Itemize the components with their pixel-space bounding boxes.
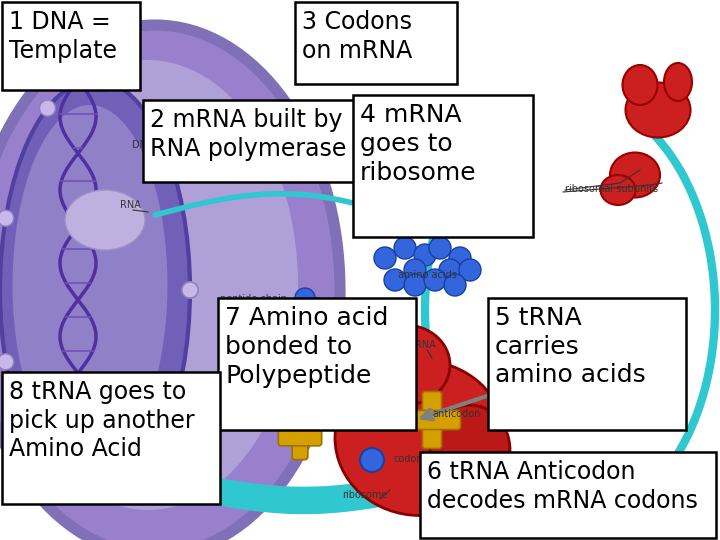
Text: ribosomal subunits: ribosomal subunits [565, 184, 658, 194]
Circle shape [444, 274, 466, 296]
Ellipse shape [0, 80, 190, 500]
Circle shape [424, 269, 446, 291]
FancyBboxPatch shape [423, 392, 441, 449]
Circle shape [345, 408, 365, 428]
Circle shape [414, 244, 436, 266]
Circle shape [325, 328, 345, 348]
Circle shape [0, 210, 14, 226]
Circle shape [358, 436, 378, 456]
Text: 8 tRNA goes to
pick up another
Amino Acid: 8 tRNA goes to pick up another Amino Aci… [9, 380, 194, 462]
Text: RNA: RNA [120, 200, 141, 210]
Text: 4 mRNA
goes to
ribosome: 4 mRNA goes to ribosome [360, 103, 477, 185]
Ellipse shape [623, 65, 657, 105]
Text: 5 tRNA
carries
amino acids: 5 tRNA carries amino acids [495, 306, 646, 388]
Circle shape [40, 100, 55, 116]
Circle shape [449, 247, 471, 269]
Circle shape [330, 345, 350, 365]
Circle shape [160, 147, 176, 163]
Ellipse shape [360, 325, 450, 405]
Ellipse shape [335, 361, 505, 516]
Circle shape [104, 489, 120, 505]
Text: anticodon: anticodon [432, 409, 480, 419]
FancyBboxPatch shape [292, 416, 308, 460]
Circle shape [404, 259, 426, 281]
Circle shape [394, 237, 416, 259]
Bar [143, 100, 361, 182]
Circle shape [0, 354, 14, 370]
Circle shape [429, 237, 451, 259]
Circle shape [318, 312, 338, 332]
Circle shape [374, 247, 396, 269]
Circle shape [182, 282, 198, 298]
Circle shape [360, 448, 384, 472]
Circle shape [404, 274, 426, 296]
Ellipse shape [600, 175, 636, 205]
Bar [353, 95, 533, 237]
Text: 2 mRNA built by
RNA polymerase: 2 mRNA built by RNA polymerase [150, 108, 346, 161]
Circle shape [295, 288, 315, 308]
Ellipse shape [0, 25, 340, 540]
Circle shape [362, 450, 382, 470]
Text: peptide chain: peptide chain [220, 294, 287, 304]
Circle shape [439, 259, 461, 281]
Ellipse shape [0, 60, 298, 510]
Bar [488, 298, 686, 430]
Bar [218, 298, 416, 430]
Text: ribosome: ribosome [342, 490, 387, 500]
Text: 1 DNA =
Template: 1 DNA = Template [9, 10, 117, 63]
Circle shape [332, 362, 352, 382]
Circle shape [160, 417, 176, 433]
Circle shape [104, 75, 120, 91]
Circle shape [384, 269, 406, 291]
Bar [420, 452, 716, 538]
Text: 7 Amino acid
bonded to
Polypeptide: 7 Amino acid bonded to Polypeptide [225, 306, 388, 388]
Circle shape [182, 282, 198, 298]
Ellipse shape [610, 152, 660, 198]
Ellipse shape [664, 63, 692, 101]
Text: DNA: DNA [132, 140, 153, 150]
Bar [295, 2, 457, 84]
Bar [2, 372, 220, 504]
Text: amino acids: amino acids [398, 270, 457, 280]
Circle shape [308, 298, 328, 318]
Text: 3 Codons
on mRNA: 3 Codons on mRNA [302, 10, 413, 63]
Circle shape [350, 422, 370, 442]
Ellipse shape [626, 83, 690, 138]
Ellipse shape [430, 405, 510, 495]
FancyBboxPatch shape [403, 410, 461, 430]
Circle shape [459, 259, 481, 281]
Bar [2, 2, 140, 90]
Circle shape [330, 378, 350, 398]
Text: tRNA: tRNA [412, 340, 437, 350]
Text: codon: codon [393, 454, 423, 464]
Ellipse shape [12, 105, 168, 465]
Text: mRNA: mRNA [336, 170, 366, 180]
FancyBboxPatch shape [279, 430, 322, 446]
Ellipse shape [65, 190, 145, 250]
Circle shape [40, 464, 55, 480]
Circle shape [335, 395, 355, 415]
Text: 6 tRNA Anticodon
decodes mRNA codons: 6 tRNA Anticodon decodes mRNA codons [427, 460, 698, 513]
